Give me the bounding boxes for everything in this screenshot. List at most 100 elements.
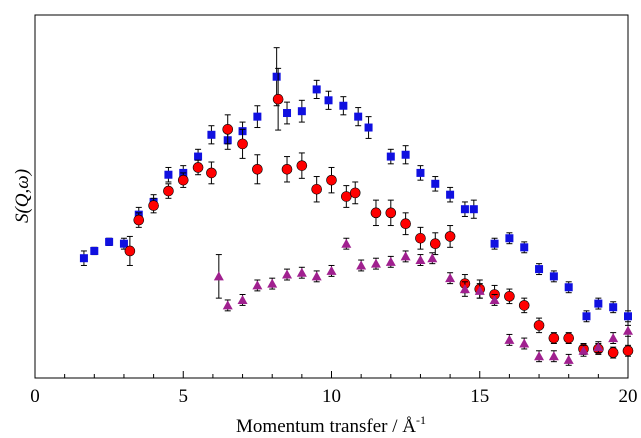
- data-point: [401, 145, 410, 165]
- data-point: [624, 310, 632, 323]
- data-point: [283, 101, 292, 125]
- data-point: [386, 148, 395, 165]
- square-marker: [207, 130, 216, 139]
- circle-marker: [192, 162, 204, 173]
- data-point: [281, 156, 293, 183]
- data-point: [296, 266, 307, 279]
- triangle-marker: [474, 285, 485, 295]
- data-point: [593, 341, 604, 354]
- data-point: [119, 237, 128, 250]
- square-marker: [505, 234, 514, 243]
- x-tick-label: 20: [619, 386, 638, 407]
- data-point: [349, 181, 361, 205]
- circle-marker: [607, 347, 619, 358]
- triangle-marker: [252, 280, 263, 290]
- triangle-marker: [593, 342, 604, 352]
- data-point: [400, 212, 411, 236]
- series-square: [79, 47, 632, 323]
- square-marker: [594, 299, 603, 308]
- circle-marker: [252, 163, 263, 175]
- data-point: [341, 237, 352, 250]
- square-marker: [582, 312, 591, 321]
- triangle-marker: [427, 253, 438, 263]
- square-marker: [90, 246, 99, 255]
- data-point: [370, 257, 381, 270]
- data-point: [354, 107, 363, 127]
- data-point: [519, 337, 530, 350]
- triangle-marker: [385, 256, 396, 266]
- data-point: [297, 99, 306, 123]
- data-point: [469, 199, 478, 219]
- data-point: [400, 250, 411, 263]
- data-point: [324, 90, 333, 110]
- square-marker: [401, 150, 410, 159]
- data-point: [311, 176, 322, 203]
- circle-marker: [563, 332, 575, 344]
- data-point: [609, 301, 618, 314]
- data-point: [385, 255, 396, 268]
- square-marker: [460, 205, 469, 214]
- data-point: [213, 254, 224, 299]
- data-point: [177, 172, 189, 188]
- triangle-marker: [415, 255, 426, 265]
- square-marker: [469, 205, 478, 214]
- data-point: [563, 332, 575, 345]
- circle-marker: [622, 345, 634, 357]
- square-marker: [564, 283, 573, 292]
- circle-marker: [415, 232, 426, 244]
- circle-marker: [326, 174, 337, 186]
- x-tick-label: 5: [179, 386, 189, 407]
- data-point: [105, 237, 114, 247]
- data-point: [385, 199, 397, 227]
- square-marker: [431, 179, 440, 188]
- data-point: [474, 283, 485, 299]
- triangle-marker: [341, 238, 352, 248]
- data-point: [535, 263, 544, 276]
- circle-marker: [237, 138, 248, 150]
- data-point: [90, 246, 99, 256]
- data-point: [622, 344, 634, 357]
- data-point: [445, 272, 456, 285]
- square-marker: [609, 303, 618, 312]
- data-point: [326, 166, 337, 194]
- data-point: [444, 225, 456, 248]
- square-marker: [354, 112, 363, 121]
- square-marker: [446, 190, 455, 199]
- square-marker: [549, 272, 558, 281]
- data-point: [192, 159, 204, 176]
- data-point: [296, 152, 308, 179]
- data-point: [431, 176, 440, 192]
- data-point: [341, 185, 352, 208]
- data-point: [460, 201, 469, 217]
- data-point: [207, 125, 216, 145]
- data-point: [446, 186, 455, 203]
- data-point: [548, 350, 559, 363]
- circle-marker: [504, 291, 515, 302]
- data-point: [237, 128, 248, 159]
- triangle-marker: [623, 325, 633, 335]
- data-point: [415, 254, 426, 266]
- data-point: [206, 161, 217, 185]
- circle-marker: [281, 163, 293, 175]
- triangle-marker: [445, 273, 456, 283]
- circle-marker: [206, 167, 217, 179]
- data-point: [133, 212, 145, 228]
- square-marker: [520, 243, 529, 252]
- data-point: [282, 268, 293, 281]
- data-point: [489, 294, 500, 306]
- data-point: [272, 67, 284, 131]
- triangle-marker: [519, 338, 530, 348]
- data-point: [253, 105, 262, 129]
- triangle-marker: [504, 334, 515, 344]
- data-point: [504, 333, 515, 346]
- circle-marker: [124, 245, 136, 257]
- data-point: [518, 297, 530, 314]
- data-point: [364, 116, 373, 139]
- triangle-marker: [608, 333, 619, 343]
- square-marker: [312, 85, 321, 94]
- circle-marker: [341, 191, 352, 202]
- data-point: [549, 270, 558, 283]
- data-point: [312, 79, 321, 99]
- data-point: [252, 279, 263, 292]
- series-circle: [124, 67, 634, 359]
